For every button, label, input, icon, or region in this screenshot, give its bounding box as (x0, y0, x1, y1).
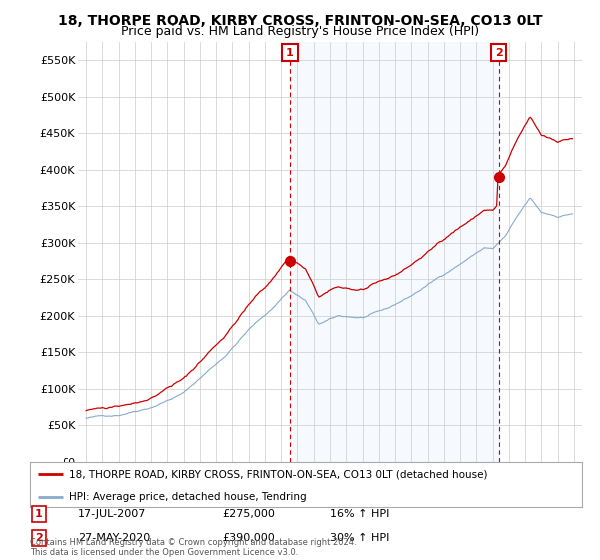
Text: 16% ↑ HPI: 16% ↑ HPI (330, 509, 389, 519)
Text: 30% ↑ HPI: 30% ↑ HPI (330, 533, 389, 543)
Bar (290, 42, 499, 462)
Text: Price paid vs. HM Land Registry's House Price Index (HPI): Price paid vs. HM Land Registry's House … (121, 25, 479, 38)
Text: 17-JUL-2007: 17-JUL-2007 (78, 509, 146, 519)
Text: 27-MAY-2020: 27-MAY-2020 (78, 533, 150, 543)
Text: 18, THORPE ROAD, KIRBY CROSS, FRINTON-ON-SEA, CO13 0LT (detached house): 18, THORPE ROAD, KIRBY CROSS, FRINTON-ON… (68, 469, 487, 479)
Text: 18, THORPE ROAD, KIRBY CROSS, FRINTON-ON-SEA, CO13 0LT: 18, THORPE ROAD, KIRBY CROSS, FRINTON-ON… (58, 14, 542, 28)
Text: 1: 1 (286, 48, 294, 58)
Text: 2: 2 (35, 533, 43, 543)
Text: 2: 2 (495, 48, 503, 58)
Text: Contains HM Land Registry data © Crown copyright and database right 2024.
This d: Contains HM Land Registry data © Crown c… (30, 538, 356, 557)
Text: 1: 1 (35, 509, 43, 519)
Text: £390,000: £390,000 (222, 533, 275, 543)
Text: £275,000: £275,000 (222, 509, 275, 519)
Text: HPI: Average price, detached house, Tendring: HPI: Average price, detached house, Tend… (68, 492, 306, 502)
